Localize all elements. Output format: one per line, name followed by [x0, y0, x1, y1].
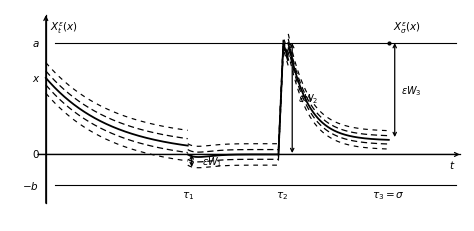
- Text: $\tau_1$: $\tau_1$: [182, 189, 194, 201]
- Text: $\varepsilon W_2$: $\varepsilon W_2$: [298, 92, 319, 106]
- Text: $\varepsilon W_3$: $\varepsilon W_3$: [401, 84, 421, 97]
- Text: $\varepsilon W_1$: $\varepsilon W_1$: [201, 154, 222, 168]
- Text: $\tau_3 = \sigma$: $\tau_3 = \sigma$: [373, 189, 405, 201]
- Text: $\tau_2$: $\tau_2$: [276, 189, 288, 201]
- Text: a: a: [32, 39, 39, 49]
- Text: $t$: $t$: [449, 158, 456, 170]
- Text: $X_\sigma^\varepsilon(x)$: $X_\sigma^\varepsilon(x)$: [393, 20, 420, 36]
- Text: $X_t^\varepsilon(x)$: $X_t^\varepsilon(x)$: [50, 20, 78, 36]
- Text: 0: 0: [32, 150, 39, 160]
- Text: $-b$: $-b$: [22, 179, 39, 191]
- Text: x: x: [33, 73, 39, 84]
